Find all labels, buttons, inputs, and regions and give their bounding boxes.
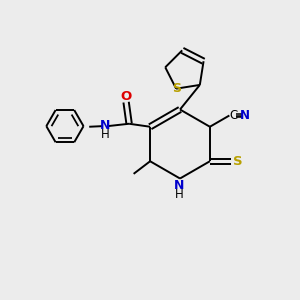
Text: N: N (100, 119, 111, 132)
Text: S: S (233, 155, 243, 168)
Text: H: H (175, 188, 184, 201)
Text: C: C (230, 109, 238, 122)
Text: N: N (174, 178, 184, 192)
Text: S: S (172, 82, 181, 95)
Text: H: H (101, 128, 110, 141)
Text: O: O (121, 90, 132, 103)
Text: N: N (240, 109, 250, 122)
